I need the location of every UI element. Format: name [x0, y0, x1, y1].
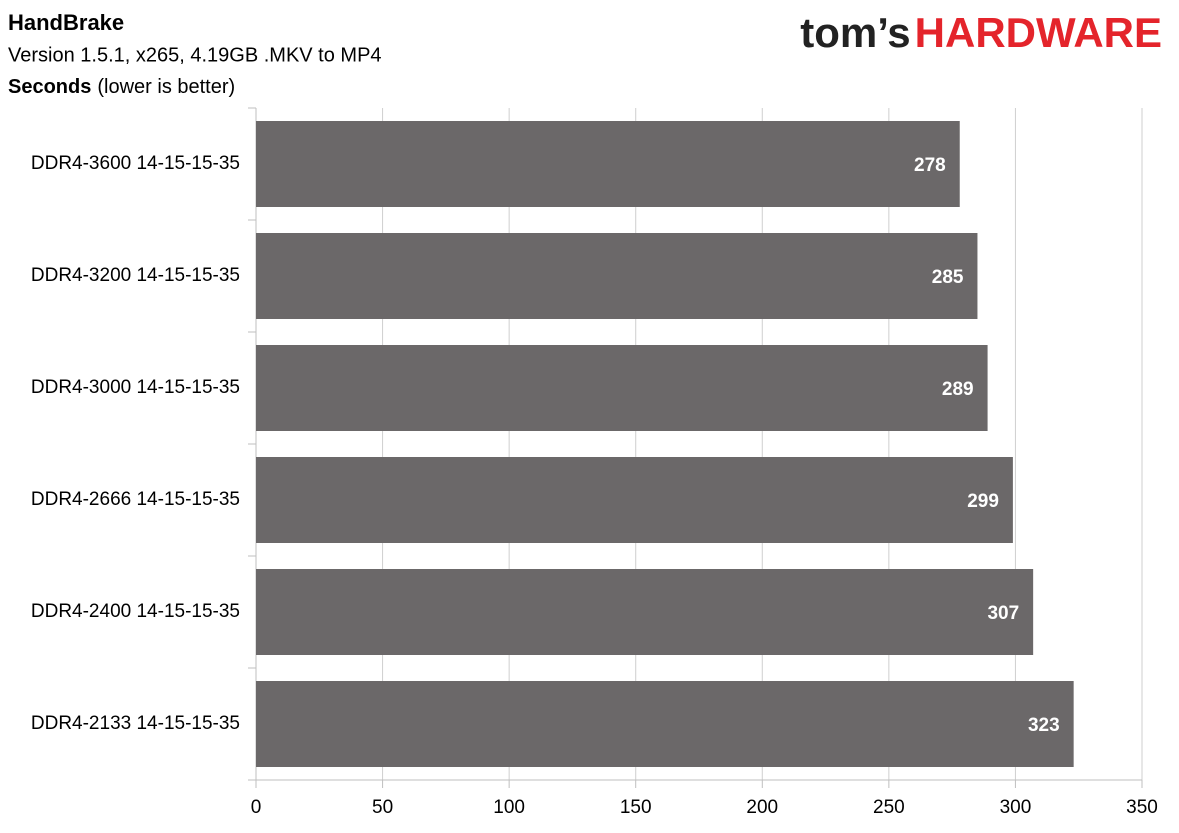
- y-tick-label: DDR4-2400 14-15-15-35: [31, 601, 240, 622]
- bar: [256, 345, 988, 431]
- value-label: 285: [932, 267, 964, 288]
- bar: [256, 233, 978, 319]
- chart-subtitle: Version 1.5.1, x265, 4.19GB .MKV to MP4: [8, 44, 382, 66]
- x-tick-label: 200: [746, 797, 778, 818]
- axis-label: Seconds: [8, 76, 91, 98]
- value-label: 307: [987, 603, 1019, 624]
- logo-left: tom’s: [800, 9, 910, 56]
- x-tick-label: 50: [372, 797, 393, 818]
- y-tick-label: DDR4-2666 14-15-15-35: [31, 489, 240, 510]
- x-tick-label: 150: [620, 797, 652, 818]
- axis-note: (lower is better): [97, 76, 235, 98]
- x-tick-label: 100: [493, 797, 525, 818]
- value-label: 289: [942, 379, 974, 400]
- y-tick-label: DDR4-3000 14-15-15-35: [31, 377, 240, 398]
- x-tick-label: 250: [873, 797, 905, 818]
- x-tick-label: 0: [251, 797, 262, 818]
- value-label: 278: [914, 155, 946, 176]
- bar: [256, 569, 1034, 655]
- bar: [256, 681, 1074, 767]
- logo-right: HARDWARE: [915, 9, 1162, 56]
- value-label: 323: [1028, 715, 1060, 736]
- chart-title: HandBrake: [8, 10, 124, 35]
- y-tick-label: DDR4-3200 14-15-15-35: [31, 265, 240, 286]
- bar: [256, 457, 1013, 543]
- x-tick-label: 300: [1000, 797, 1032, 818]
- y-tick-label: DDR4-3600 14-15-15-35: [31, 153, 240, 174]
- logo: tom’sHARDWARE: [800, 9, 1162, 56]
- value-label: 299: [967, 491, 999, 512]
- bar: [256, 121, 960, 207]
- x-tick-label: 350: [1126, 797, 1158, 818]
- axis-label-group: Seconds (lower is better): [8, 76, 235, 98]
- y-tick-label: DDR4-2133 14-15-15-35: [31, 713, 240, 734]
